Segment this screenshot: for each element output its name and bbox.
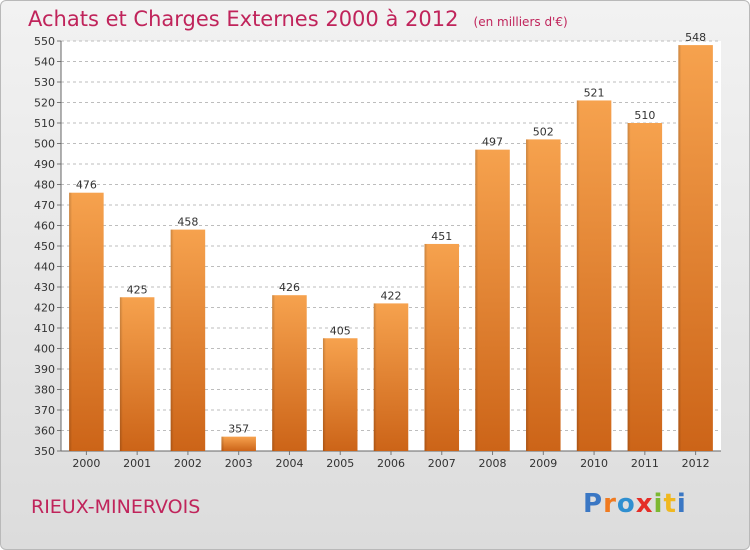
bar-shade bbox=[322, 338, 326, 451]
bar bbox=[119, 297, 155, 451]
x-tick-label: 2004 bbox=[275, 457, 303, 470]
bar-shade bbox=[475, 149, 479, 451]
chart-title: Achats et Charges Externes 2000 à 2012 bbox=[28, 7, 459, 31]
x-tick-label: 2003 bbox=[225, 457, 253, 470]
bar-value-label: 521 bbox=[584, 86, 605, 99]
y-tick-label: 480 bbox=[34, 179, 55, 192]
bar-value-label: 458 bbox=[177, 216, 198, 229]
y-tick-label: 520 bbox=[34, 97, 55, 110]
chart-title-block: Achats et Charges Externes 2000 à 2012 (… bbox=[28, 7, 568, 31]
bar bbox=[526, 139, 561, 451]
bar-shade bbox=[627, 123, 631, 451]
y-tick-label: 540 bbox=[34, 56, 55, 69]
logo-letter: P bbox=[583, 489, 604, 519]
x-tick-label: 2007 bbox=[428, 457, 456, 470]
y-tick-label: 550 bbox=[34, 35, 55, 48]
bar-shade bbox=[69, 192, 73, 451]
logo-letter: o bbox=[616, 489, 636, 519]
bar-value-label: 426 bbox=[279, 281, 300, 294]
x-tick-label: 2001 bbox=[123, 457, 151, 470]
bar-value-label: 405 bbox=[330, 324, 351, 337]
bar-shade bbox=[576, 100, 580, 451]
logo-letter: r bbox=[603, 489, 617, 519]
bar-shade bbox=[170, 229, 174, 451]
y-tick-label: 490 bbox=[34, 158, 55, 171]
bar-value-label: 497 bbox=[482, 136, 503, 149]
y-tick-label: 350 bbox=[34, 445, 55, 458]
x-tick-label: 2002 bbox=[174, 457, 202, 470]
proxiti-logo: Proxiti bbox=[583, 489, 687, 519]
y-tick-label: 500 bbox=[34, 138, 55, 151]
x-tick-label: 2000 bbox=[72, 457, 100, 470]
x-tick-label: 2006 bbox=[377, 457, 405, 470]
logo-letter: t bbox=[663, 489, 677, 519]
y-tick-label: 380 bbox=[34, 384, 55, 397]
y-tick-label: 370 bbox=[34, 404, 55, 417]
bar bbox=[475, 149, 510, 451]
y-tick-label: 410 bbox=[34, 322, 55, 335]
bar bbox=[424, 243, 460, 451]
bar-shade bbox=[424, 243, 428, 451]
y-tick-label: 450 bbox=[34, 240, 55, 253]
bar-value-label: 510 bbox=[634, 109, 655, 122]
x-tick-label: 2010 bbox=[580, 457, 608, 470]
bar bbox=[576, 100, 612, 451]
chart-subtitle: (en milliers d'€) bbox=[473, 15, 568, 29]
bar-shade bbox=[221, 436, 225, 451]
bar-value-label: 548 bbox=[685, 31, 706, 44]
bar-value-label: 476 bbox=[76, 179, 97, 192]
bar bbox=[627, 123, 663, 451]
bar-value-label: 357 bbox=[228, 423, 249, 436]
bar bbox=[170, 229, 206, 451]
bar bbox=[221, 436, 256, 451]
bar-value-label: 425 bbox=[127, 283, 148, 296]
y-tick-label: 470 bbox=[34, 199, 55, 212]
y-tick-label: 420 bbox=[34, 302, 55, 315]
bar bbox=[322, 338, 358, 451]
bar bbox=[373, 303, 409, 451]
x-tick-label: 2005 bbox=[326, 457, 354, 470]
x-tick-label: 2012 bbox=[682, 457, 710, 470]
bar-value-label: 422 bbox=[381, 289, 402, 302]
y-tick-label: 430 bbox=[34, 281, 55, 294]
bar-shade bbox=[272, 295, 276, 451]
bar bbox=[272, 295, 307, 451]
location-label: RIEUX-MINERVOIS bbox=[31, 496, 201, 518]
bar-shade bbox=[678, 45, 682, 451]
bar-shade bbox=[373, 303, 377, 451]
bar-shade bbox=[119, 297, 123, 451]
bar-value-label: 502 bbox=[533, 125, 554, 138]
bar bbox=[678, 45, 713, 451]
y-tick-label: 440 bbox=[34, 261, 55, 274]
y-tick-label: 530 bbox=[34, 76, 55, 89]
y-tick-label: 460 bbox=[34, 220, 55, 233]
x-tick-label: 2008 bbox=[479, 457, 507, 470]
bar-value-label: 451 bbox=[431, 230, 452, 243]
y-tick-label: 360 bbox=[34, 425, 55, 438]
bar bbox=[69, 192, 104, 451]
y-tick-label: 400 bbox=[34, 343, 55, 356]
logo-letter: i bbox=[653, 489, 664, 519]
y-tick-label: 510 bbox=[34, 117, 55, 130]
bar-shade bbox=[526, 139, 530, 451]
logo-letter: x bbox=[635, 489, 654, 519]
x-tick-label: 2011 bbox=[631, 457, 659, 470]
logo-letter: i bbox=[676, 489, 687, 519]
y-tick-label: 390 bbox=[34, 363, 55, 376]
x-tick-label: 2009 bbox=[529, 457, 557, 470]
